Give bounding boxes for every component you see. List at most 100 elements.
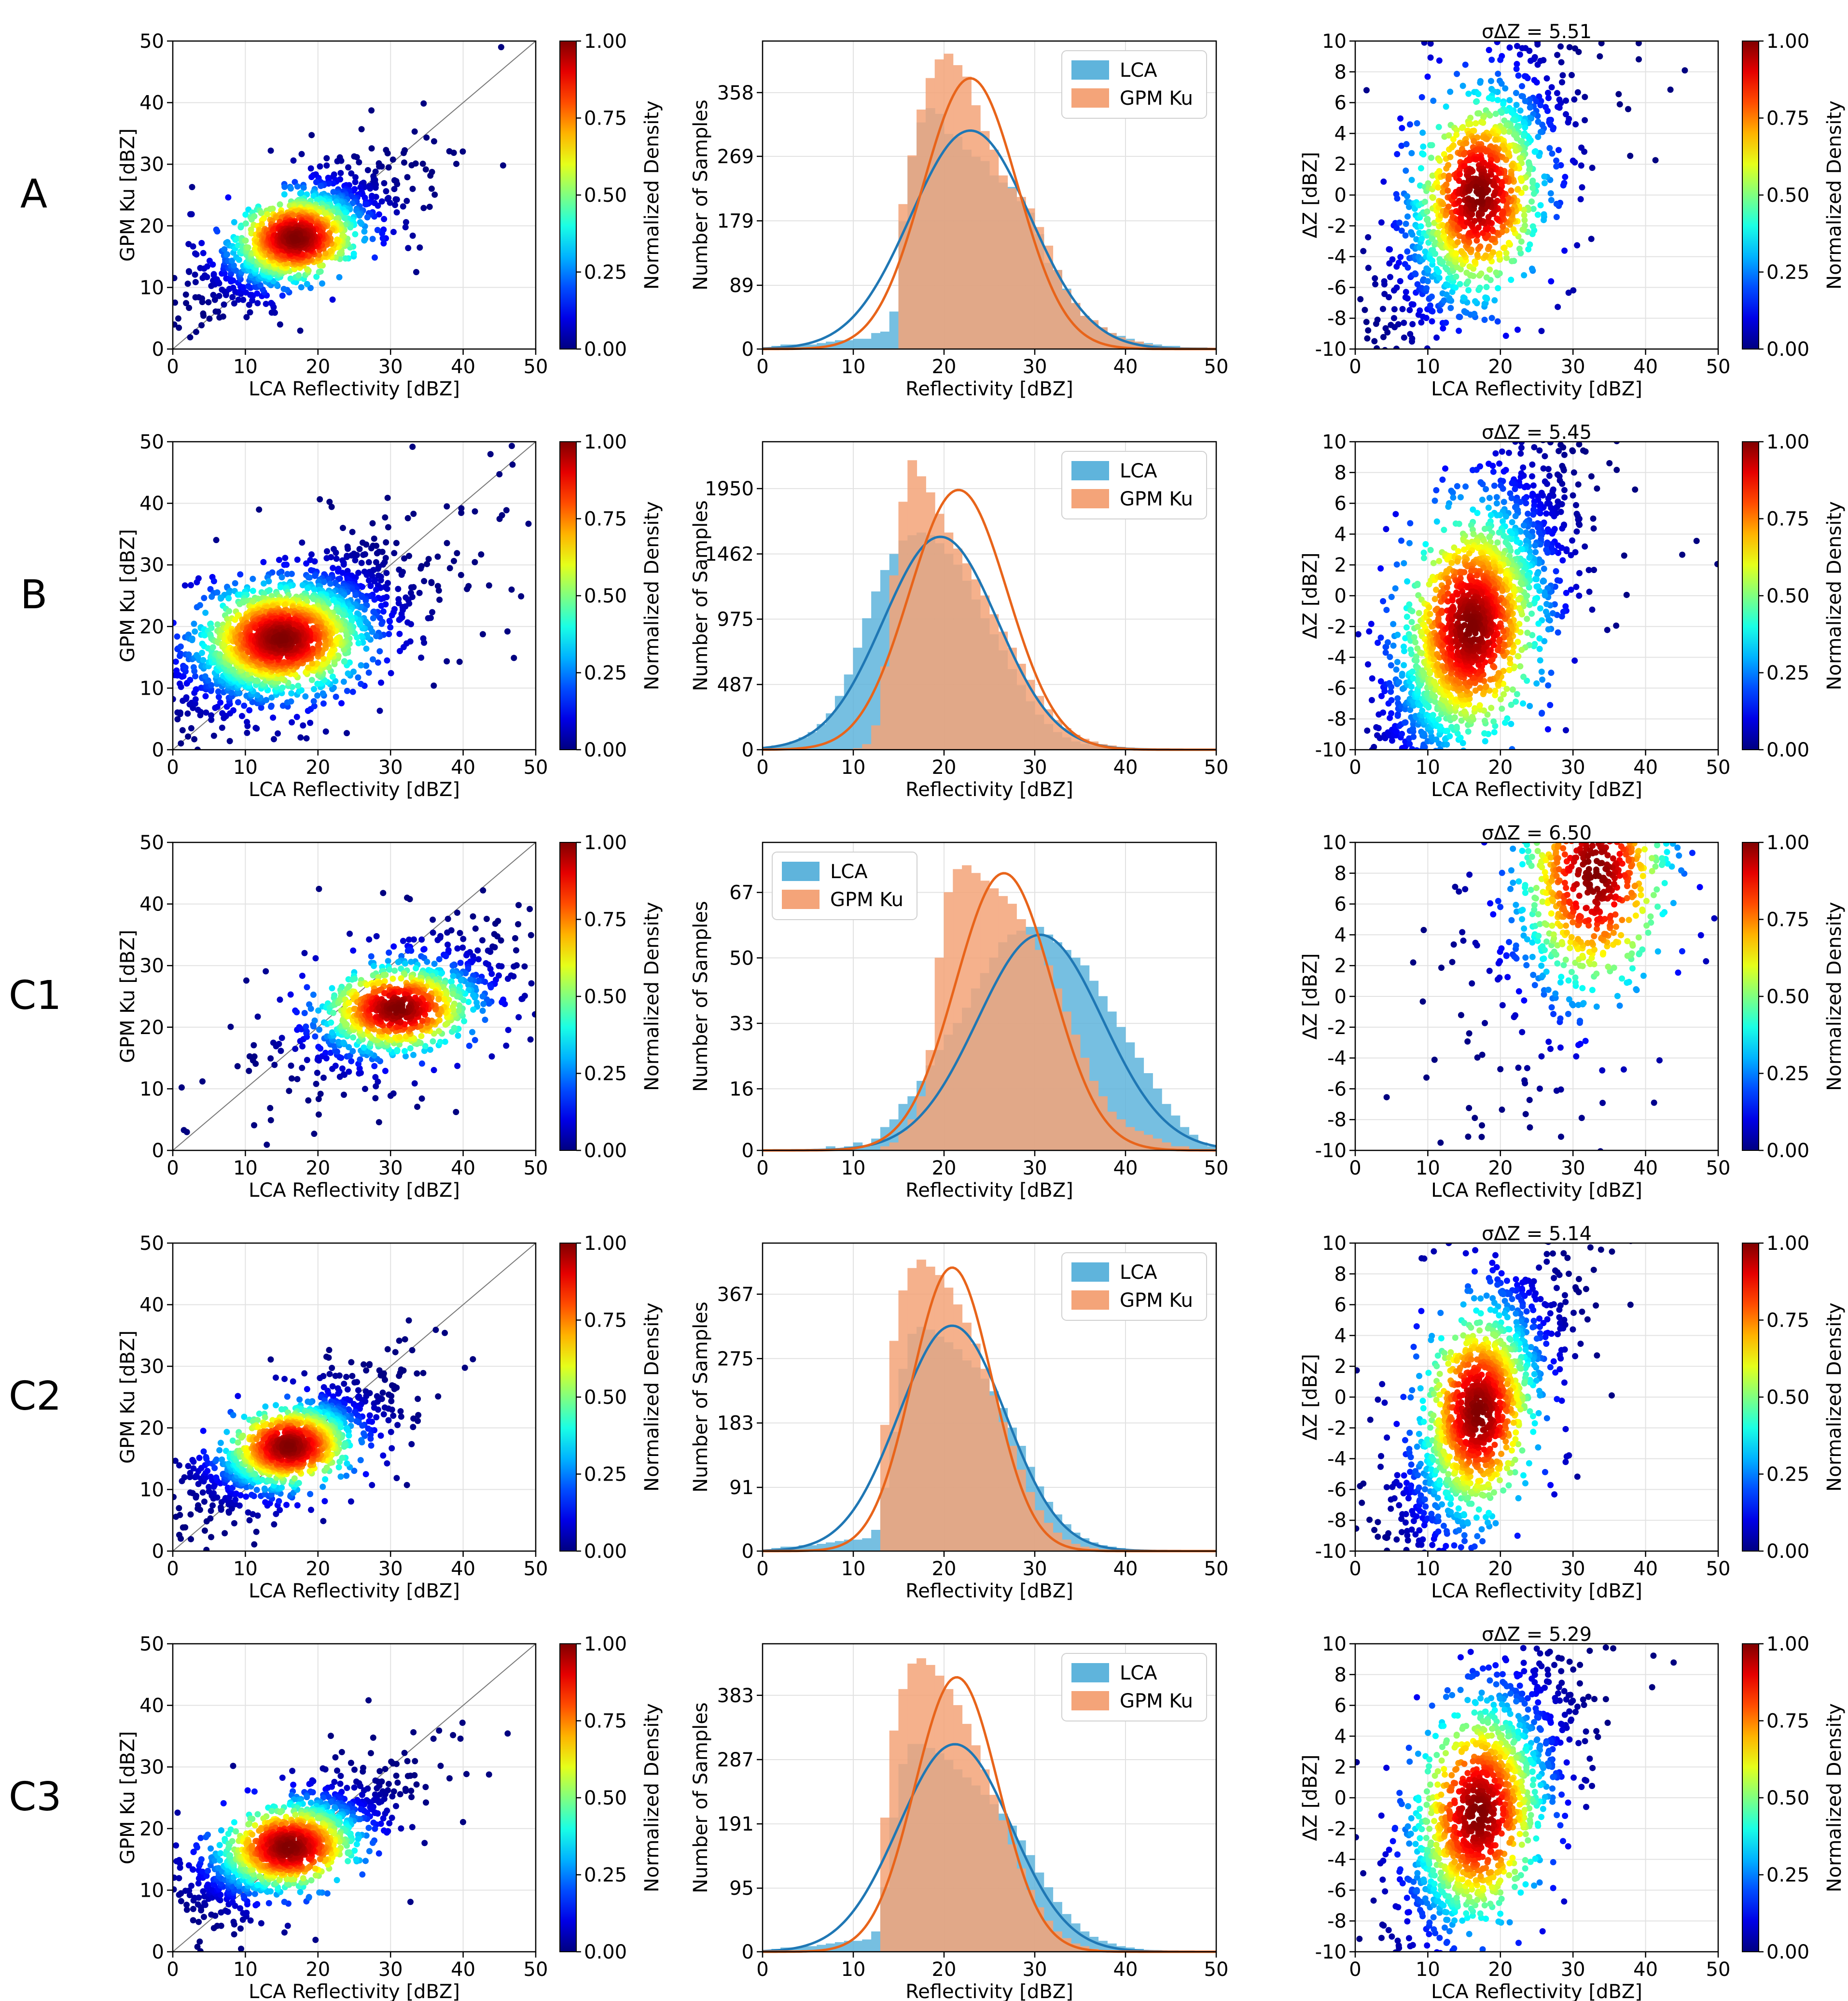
row-a-difference-point [1544,89,1551,96]
row-b-scatter-point [363,541,370,548]
row-b-histogram-legend-swatch [1071,461,1109,480]
row-a-difference-point [1395,321,1402,328]
row-a-scatter-point [247,309,253,316]
row-a-scatter-xtick-label: 10 [233,356,258,378]
row-b-histogram-bar-gpm-ku [880,666,890,750]
row-a-difference-point [1399,306,1406,312]
row-b-scatter-point [355,640,362,646]
row-b-scatter-point [191,620,197,627]
row-a-difference-point [1453,127,1460,134]
row-a-difference-point [1528,198,1535,205]
row-a-difference-point [1548,84,1555,91]
row-b-histogram-bar-gpm-ku [989,614,999,750]
row-a-difference-point [1404,264,1411,271]
row-a-difference-point [1440,189,1446,196]
row-a-histogram-bar-gpm-ku [998,175,1008,350]
row-a-difference-point [1396,219,1403,226]
row-a-scatter-point [355,211,361,218]
row-a-histogram-bar-lca [889,311,899,350]
row-a-difference-point [1535,118,1542,125]
row-a-scatter-point [280,286,287,293]
row-a-difference-point [1398,227,1405,234]
row-a-scatter-point [269,205,276,212]
row-a-difference-point [1414,120,1420,126]
row-a-difference-point [1432,251,1439,257]
row-b-scatter-point [208,716,215,723]
row-b-scatter-point [456,658,463,665]
row-a-difference-point [1404,193,1411,200]
row-b-histogram-xtick-label: 0 [756,756,768,779]
row-b-scatter-point [396,648,403,655]
row-a-scatter-point [381,180,388,187]
row-a-difference-point [1487,266,1493,273]
row-b-scatter-point [320,700,327,707]
row-a-difference-point [1501,245,1507,252]
row-a-scatter-point [446,148,453,154]
row-a-difference-point [1459,125,1465,131]
row-b-scatter-point [333,555,340,562]
row-a-difference-point [1483,225,1489,232]
row-b-scatter-point [293,714,300,720]
row-a-difference-point [1542,104,1549,111]
row-a-scatter-xlabel: LCA Reflectivity [dBZ] [249,378,460,400]
row-a-difference-point [1428,154,1434,161]
row-a-scatter-point [304,266,311,273]
row-a-difference-point [1469,211,1475,218]
row-a-scatter-point [257,282,264,289]
row-label-c2: C2 [9,1373,62,1419]
row-a-difference-point [1510,226,1517,233]
row-a-difference-point [1627,153,1634,159]
row-b-scatter-point [410,510,417,517]
row-b-scatter-point [314,681,321,687]
row-b-scatter-ytick-label: 10 [139,677,164,700]
row-b-histogram-bar-gpm-ku [971,579,981,750]
row-a-scatter-point [254,300,261,307]
row-b-scatter-point [386,617,393,624]
row-b-scatter-point [253,677,260,684]
row-b-scatter-point [340,678,347,685]
row-b-scatter-point [486,582,492,589]
row-a-scatter-frame [172,40,537,350]
row-a-difference-point [1471,127,1477,134]
row-a-difference-point [1420,151,1427,158]
row-b-scatter-point [194,746,201,750]
row-b-scatter-point [181,582,188,589]
row-a-scatter-point [297,190,304,197]
row-a-difference-point [1457,280,1463,287]
row-a-histogram-bar-gpm-ku [934,59,945,350]
row-a-difference-point [1501,146,1508,153]
row-b-scatter-point [195,706,201,713]
row-a-difference-point [1473,98,1480,105]
row-a-histogram-bar-gpm-ku [962,76,972,350]
row-a-difference-point [1537,102,1544,109]
row-a-difference-point [1475,91,1482,98]
row-a-difference-point [1441,172,1447,179]
row-a-difference-point [1519,226,1526,233]
row-a-difference-point [1445,132,1452,139]
row-b-difference-point [1561,494,1568,501]
row-a-difference-point [1422,248,1429,255]
row-b-scatter-point [270,736,277,742]
row-b-difference-point [1602,424,1609,430]
row-a-scatter-point [385,164,392,171]
row-a-scatter-point [246,301,252,308]
row-b-difference-point [1625,423,1631,430]
row-a-scatter-point [409,185,416,192]
row-a-difference-point [1372,275,1378,282]
row-a-difference-point [1374,345,1380,349]
row-a-scatter-point [431,191,438,198]
row-a-difference-point [1454,239,1461,246]
row-a-difference-point [1521,207,1528,213]
row-b-scatter-point [202,609,209,616]
row-a-difference-point [1475,190,1482,197]
row-a-difference-point [1600,34,1606,40]
row-a-scatter-point [453,160,459,167]
row-a-difference-point [1418,235,1425,242]
row-a-scatter-point [389,156,396,163]
row-a-scatter-point [342,255,349,262]
row-a-scatter-point [308,174,315,181]
row-a-scatter-point [391,186,398,193]
row-b-scatter-point [252,725,259,731]
